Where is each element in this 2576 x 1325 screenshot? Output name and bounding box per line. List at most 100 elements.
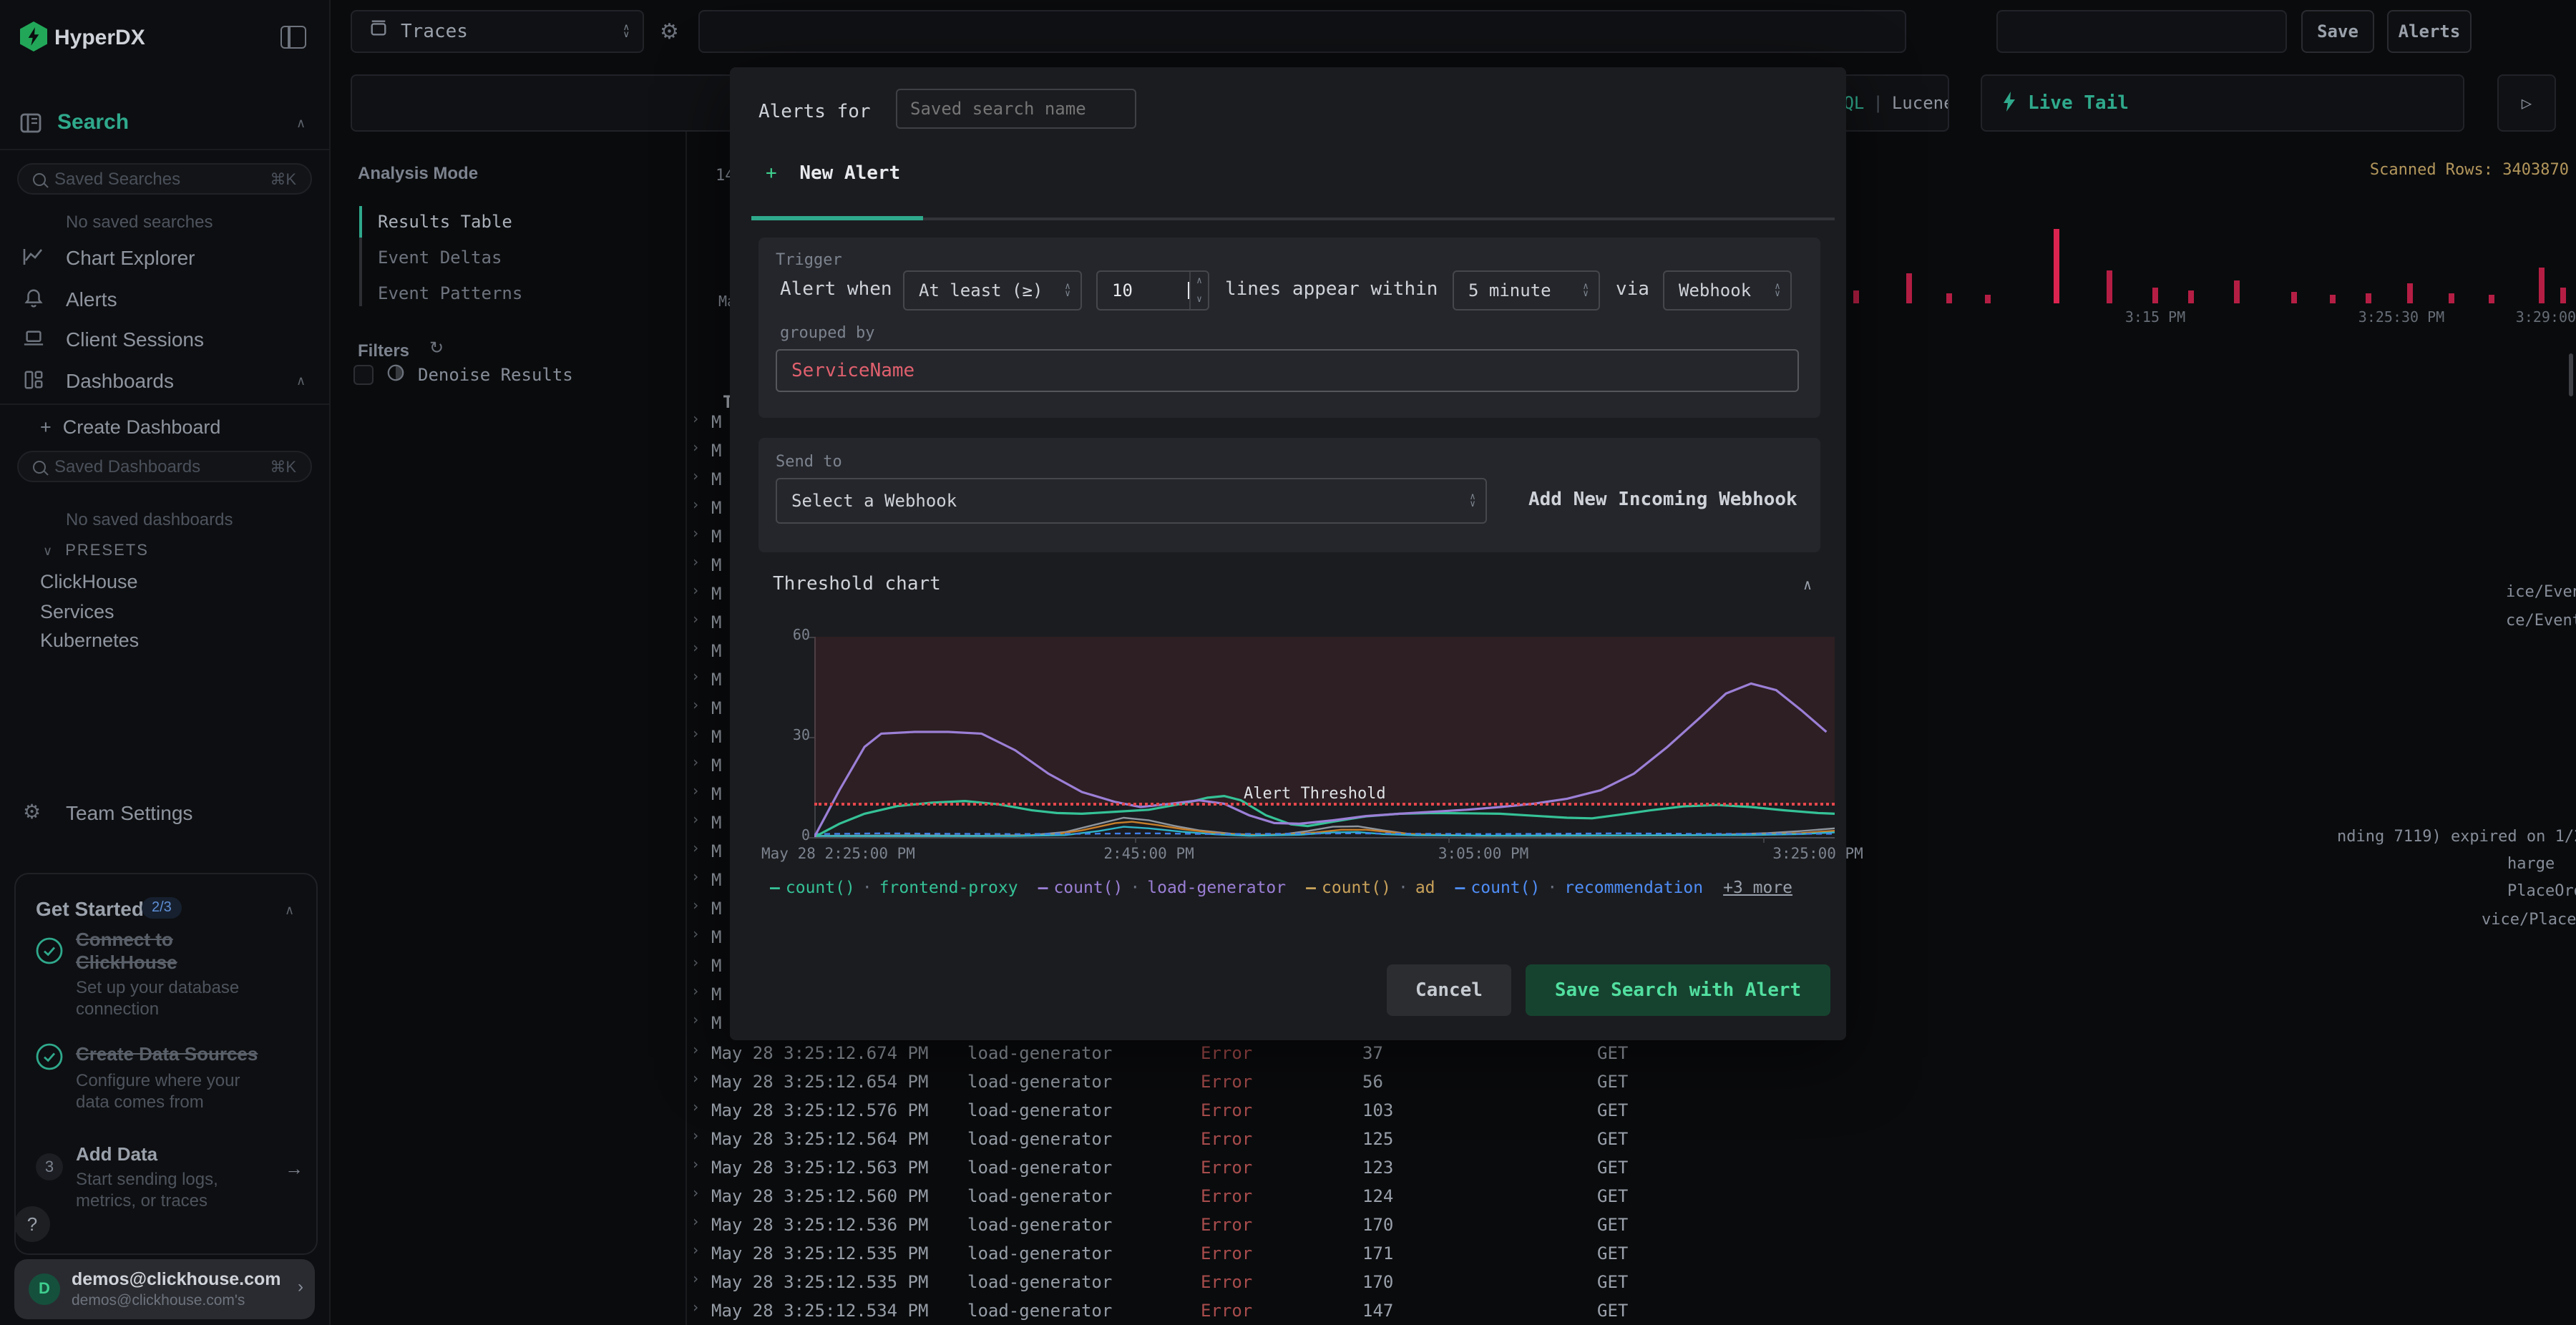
- saved-search-name-input[interactable]: [896, 89, 1136, 129]
- chart-collapse-chevron-icon[interactable]: ∧: [1803, 578, 1813, 594]
- row-expand-chevron-icon[interactable]: ›: [691, 469, 701, 485]
- mode-event-patterns[interactable]: Event Patterns: [378, 283, 523, 303]
- legend-series-name: count(): [1322, 877, 1391, 897]
- channel-select[interactable]: Webhook ∧ ∨: [1663, 270, 1792, 311]
- tab-new-alert[interactable]: + New Alert: [766, 163, 901, 185]
- sidebar-item-search[interactable]: Search: [57, 110, 130, 135]
- row-expand-chevron-icon[interactable]: ›: [691, 956, 701, 972]
- scrollbar-thumb[interactable]: [2569, 353, 2573, 396]
- histogram-bar: [2107, 270, 2112, 303]
- source-settings-gear-icon[interactable]: ⚙: [660, 20, 679, 44]
- row-expand-chevron-icon[interactable]: ›: [691, 698, 701, 714]
- dashboards-collapse-chevron-icon[interactable]: ∧: [296, 373, 306, 387]
- threshold-type-select[interactable]: At least (≥) ∧ ∨: [903, 270, 1082, 311]
- sidebar-item-dashboards[interactable]: Dashboards ∧: [0, 363, 329, 398]
- row-expand-chevron-icon[interactable]: ›: [691, 784, 701, 800]
- webhook-select[interactable]: Select a Webhook ∧ ∨: [776, 478, 1487, 524]
- threshold-value-input[interactable]: 10 ∧ ∨: [1096, 270, 1209, 311]
- sql-select-input[interactable]: [698, 10, 1906, 53]
- get-started-collapse-chevron-icon[interactable]: ∧: [285, 903, 295, 917]
- sidebar-item-client-sessions[interactable]: Client Sessions: [0, 322, 329, 356]
- row-expand-chevron-icon[interactable]: ›: [691, 1186, 701, 1202]
- live-tail-button[interactable]: Live Tail: [1981, 74, 2464, 132]
- number-stepper[interactable]: ∧ ∨: [1189, 272, 1208, 309]
- x-tick-label: 2:45:00 PM: [1103, 846, 1194, 863]
- run-query-play-button[interactable]: ▷: [2497, 74, 2556, 132]
- saved-searches-input[interactable]: Saved Searches ⌘K: [17, 163, 312, 195]
- row-timestamp: M: [711, 756, 722, 776]
- legend-more-button[interactable]: +3 more: [1723, 877, 1793, 897]
- legend-dash-icon: —: [1455, 877, 1465, 897]
- preset-item-services[interactable]: Services: [40, 601, 114, 622]
- get-started-step-title[interactable]: Create Data Sources: [76, 1043, 258, 1065]
- row-expand-chevron-icon[interactable]: ›: [691, 756, 701, 771]
- interval-select[interactable]: 5 minute ∧ ∨: [1453, 270, 1600, 311]
- mode-results-table[interactable]: Results Table: [378, 211, 512, 231]
- sidebar-item-alerts[interactable]: Alerts: [0, 282, 329, 316]
- mode-event-deltas[interactable]: Event Deltas: [378, 247, 502, 267]
- row-expand-chevron-icon[interactable]: ›: [691, 412, 701, 428]
- row-expand-chevron-icon[interactable]: ›: [691, 498, 701, 514]
- saved-dashboards-input[interactable]: Saved Dashboards ⌘K: [17, 451, 312, 482]
- legend-item[interactable]: — count() · recommendation: [1455, 877, 1704, 897]
- filters-panel: Analysis Mode Results Table Event Deltas…: [329, 132, 687, 1325]
- save-button[interactable]: Save: [2301, 10, 2374, 53]
- legend-item[interactable]: — count() · load-generator: [1038, 877, 1287, 897]
- row-expand-chevron-icon[interactable]: ›: [691, 1272, 701, 1288]
- row-expand-chevron-icon[interactable]: ›: [691, 927, 701, 943]
- row-expand-chevron-icon[interactable]: ›: [691, 870, 701, 886]
- row-expand-chevron-icon[interactable]: ›: [691, 1043, 701, 1059]
- row-expand-chevron-icon[interactable]: ›: [691, 1215, 701, 1231]
- row-expand-chevron-icon[interactable]: ›: [691, 584, 701, 600]
- grouped-by-input[interactable]: ServiceName: [776, 349, 1799, 392]
- save-search-with-alert-button[interactable]: Save Search with Alert: [1526, 964, 1830, 1016]
- row-status: Error: [1201, 1158, 1253, 1178]
- refresh-icon[interactable]: ↻: [429, 338, 444, 358]
- row-expand-chevron-icon[interactable]: ›: [691, 984, 701, 1000]
- help-button[interactable]: ?: [14, 1206, 50, 1242]
- get-started-step-title[interactable]: Connect to ClickHouse: [76, 929, 177, 973]
- search-collapse-chevron-icon[interactable]: ∧: [296, 116, 306, 130]
- row-expand-chevron-icon[interactable]: ›: [691, 1129, 701, 1145]
- row-expand-chevron-icon[interactable]: ›: [691, 612, 701, 628]
- row-expand-chevron-icon[interactable]: ›: [691, 727, 701, 743]
- language-lucene-option[interactable]: Lucene: [1891, 93, 1949, 113]
- cancel-button[interactable]: Cancel: [1387, 964, 1511, 1016]
- chart-y-axis-line: [814, 637, 816, 838]
- source-selector[interactable]: Traces ∧ ∨: [351, 10, 644, 53]
- row-expand-chevron-icon[interactable]: ›: [691, 641, 701, 657]
- row-expand-chevron-icon[interactable]: ›: [691, 555, 701, 571]
- legend-item[interactable]: — count() · frontend-proxy: [770, 877, 1018, 897]
- row-expand-chevron-icon[interactable]: ›: [691, 841, 701, 857]
- add-new-webhook-button[interactable]: Add New Incoming Webhook: [1528, 489, 1797, 511]
- row-expand-chevron-icon[interactable]: ›: [691, 670, 701, 685]
- arrow-right-icon[interactable]: →: [285, 1158, 303, 1179]
- row-expand-chevron-icon[interactable]: ›: [691, 1100, 701, 1116]
- alerts-button[interactable]: Alerts: [2387, 10, 2472, 53]
- send-to-panel: Send to Select a Webhook ∧ ∨ Add New Inco…: [758, 438, 1820, 552]
- order-by-input[interactable]: [1996, 10, 2287, 53]
- get-started-step-title[interactable]: Add Data: [76, 1143, 158, 1165]
- denoise-results-toggle[interactable]: Denoise Results: [353, 361, 573, 389]
- dashboards-icon: [23, 369, 46, 392]
- sidebar-item-team-settings[interactable]: ⚙ Team Settings: [23, 800, 193, 824]
- user-account-chip[interactable]: D demos@clickhouse.com demos@clickhouse.…: [14, 1259, 315, 1319]
- row-status: Error: [1201, 1129, 1253, 1149]
- sidebar-collapse-icon[interactable]: [280, 26, 306, 49]
- row-expand-chevron-icon[interactable]: ›: [691, 1158, 701, 1173]
- preset-item-kubernetes[interactable]: Kubernetes: [40, 630, 140, 651]
- legend-item[interactable]: — count() · ad: [1306, 877, 1435, 897]
- row-expand-chevron-icon[interactable]: ›: [691, 1072, 701, 1087]
- row-expand-chevron-icon[interactable]: ›: [691, 441, 701, 456]
- preset-item-clickhouse[interactable]: ClickHouse: [40, 571, 138, 592]
- row-expand-chevron-icon[interactable]: ›: [691, 813, 701, 828]
- create-dashboard-button[interactable]: + Create Dashboard: [40, 416, 221, 438]
- checkbox[interactable]: [353, 365, 374, 385]
- row-expand-chevron-icon[interactable]: ›: [691, 1301, 701, 1316]
- row-expand-chevron-icon[interactable]: ›: [691, 527, 701, 542]
- sidebar-item-chart-explorer[interactable]: Chart Explorer: [0, 240, 329, 275]
- row-expand-chevron-icon[interactable]: ›: [691, 1013, 701, 1029]
- row-expand-chevron-icon[interactable]: ›: [691, 1243, 701, 1259]
- presets-toggle[interactable]: ∨ PRESETS: [43, 542, 149, 559]
- row-expand-chevron-icon[interactable]: ›: [691, 899, 701, 914]
